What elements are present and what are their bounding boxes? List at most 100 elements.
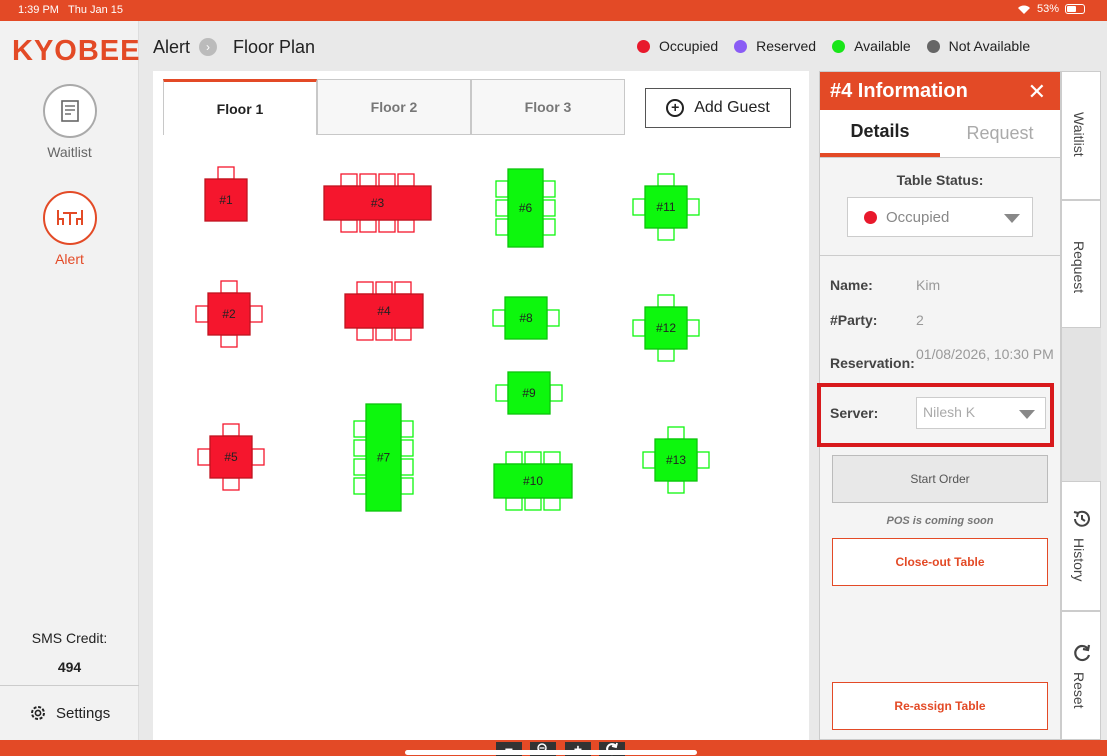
chair — [542, 199, 556, 217]
name-value: Kim — [916, 277, 941, 293]
table-top — [507, 371, 551, 415]
chair — [549, 384, 563, 402]
table-10[interactable]: #10 — [523, 474, 543, 488]
legend-label: Not Available — [948, 38, 1031, 54]
table-label: #10 — [523, 474, 543, 488]
table-label: #12 — [656, 321, 676, 335]
table-label: #7 — [377, 451, 391, 465]
side-tab-history[interactable]: History — [1061, 481, 1101, 611]
table-2[interactable]: #2 — [222, 307, 236, 321]
chair — [353, 458, 367, 476]
table-4[interactable]: #4 — [377, 304, 391, 318]
battery-percent: 53% — [1036, 3, 1059, 15]
header: Alert › Floor Plan Occupied Reserved Ava… — [139, 21, 1107, 71]
sms-credit-value: 494 — [57, 659, 82, 675]
table-info-panel: #4 Information ✕ Details Request Table S… — [817, 71, 1061, 740]
chair — [495, 199, 509, 217]
table-label: #11 — [656, 200, 675, 214]
legend-label: Reserved — [756, 38, 817, 54]
server-select[interactable]: Nilesh K — [916, 397, 1046, 429]
pos-coming-soon-note: POS is coming soon — [886, 515, 994, 527]
chair — [394, 327, 412, 341]
home-indicator — [405, 750, 697, 755]
chair — [657, 294, 675, 308]
gear-icon — [31, 706, 45, 720]
close-icon[interactable]: ✕ — [1027, 79, 1046, 104]
legend-occupied: Occupied — [637, 38, 718, 54]
sidebar-item-waitlist[interactable]: Waitlist — [0, 84, 139, 160]
page-title: Floor Plan — [233, 37, 316, 57]
tab-floor-1[interactable]: Floor 1 — [163, 79, 317, 135]
close-out-table-button[interactable]: Close-out Table — [832, 538, 1048, 586]
chair — [686, 319, 700, 337]
sidebar: KYOBEE Waitlist Alert SMS Credit: 494 — [0, 21, 139, 740]
sidebar-item-alert[interactable]: Alert — [0, 191, 139, 267]
breadcrumb-alert[interactable]: Alert — [153, 37, 191, 57]
plus-circle-icon: + — [666, 99, 685, 117]
chair — [378, 219, 396, 233]
chevron-right-icon: › — [199, 38, 217, 56]
reassign-table-button[interactable]: Re-assign Table — [832, 682, 1048, 730]
table-9[interactable]: #9 — [522, 386, 536, 400]
chair — [400, 477, 414, 495]
chair — [340, 219, 358, 233]
legend-dot — [637, 39, 650, 53]
chair — [353, 420, 367, 438]
tab-request[interactable]: Request — [940, 110, 1060, 157]
table-status-label: Table Status: — [896, 172, 984, 188]
party-value: 2 — [916, 312, 924, 328]
tab-details[interactable]: Details — [820, 110, 940, 157]
settings-button[interactable]: Settings — [0, 685, 139, 740]
info-tabs: Details Request — [820, 110, 1060, 158]
tab-floor-3[interactable]: Floor 3 — [471, 79, 625, 135]
chair — [495, 218, 509, 236]
table-top — [209, 435, 253, 479]
table-status-select[interactable]: Occupied — [847, 197, 1033, 237]
table-top — [344, 293, 424, 329]
add-guest-button[interactable]: + Add Guest — [645, 88, 791, 128]
chair — [524, 497, 542, 511]
status-legend: Occupied Reserved Available Not Availabl… — [637, 38, 1030, 54]
table-6[interactable]: #6 — [519, 201, 533, 215]
table-5[interactable]: #5 — [224, 450, 238, 464]
chair — [642, 451, 656, 469]
table-7[interactable]: #7 — [377, 451, 391, 465]
chair — [217, 166, 235, 180]
chair — [546, 309, 560, 327]
side-tab-reset[interactable]: Reset — [1061, 611, 1101, 740]
table-13[interactable]: #13 — [666, 453, 686, 467]
chair — [657, 227, 675, 241]
info-header: #4 Information ✕ — [820, 72, 1060, 110]
document-icon — [60, 100, 79, 122]
status-date: Thu Jan 15 — [68, 4, 124, 16]
name-label: Name: — [830, 277, 873, 293]
chair — [195, 305, 209, 323]
chair — [400, 458, 414, 476]
table-3[interactable]: #3 — [371, 196, 385, 210]
chair — [340, 173, 358, 187]
chair — [375, 327, 393, 341]
table-12[interactable]: #12 — [656, 321, 676, 335]
table-8[interactable]: #8 — [519, 311, 533, 325]
table-label: #9 — [522, 386, 536, 400]
side-tab-waitlist[interactable]: Waitlist — [1061, 71, 1101, 200]
start-order-button[interactable]: Start Order — [832, 455, 1048, 503]
legend-dot — [734, 39, 748, 53]
floor-plan-canvas: #1 #2 #3 #4 #5 #6 #7 #8 #9 #10 #11 #12 #13 — [195, 166, 710, 512]
chair — [543, 451, 561, 465]
table-11[interactable]: #11 — [656, 200, 675, 214]
side-tab-request[interactable]: Request — [1061, 200, 1101, 328]
chair — [696, 451, 710, 469]
table-label: #4 — [377, 304, 391, 318]
history-icon — [1073, 510, 1090, 527]
tab-floor-2[interactable]: Floor 2 — [317, 79, 471, 135]
app-logo: KYOBEE — [12, 35, 141, 67]
legend-label: Available — [854, 38, 911, 54]
chair — [524, 451, 542, 465]
side-tab-label: Request — [1071, 241, 1087, 294]
table-1[interactable]: #1 — [219, 193, 233, 207]
table-top — [654, 438, 698, 482]
table-top — [207, 292, 251, 336]
chair — [397, 173, 415, 187]
chair — [251, 448, 265, 466]
